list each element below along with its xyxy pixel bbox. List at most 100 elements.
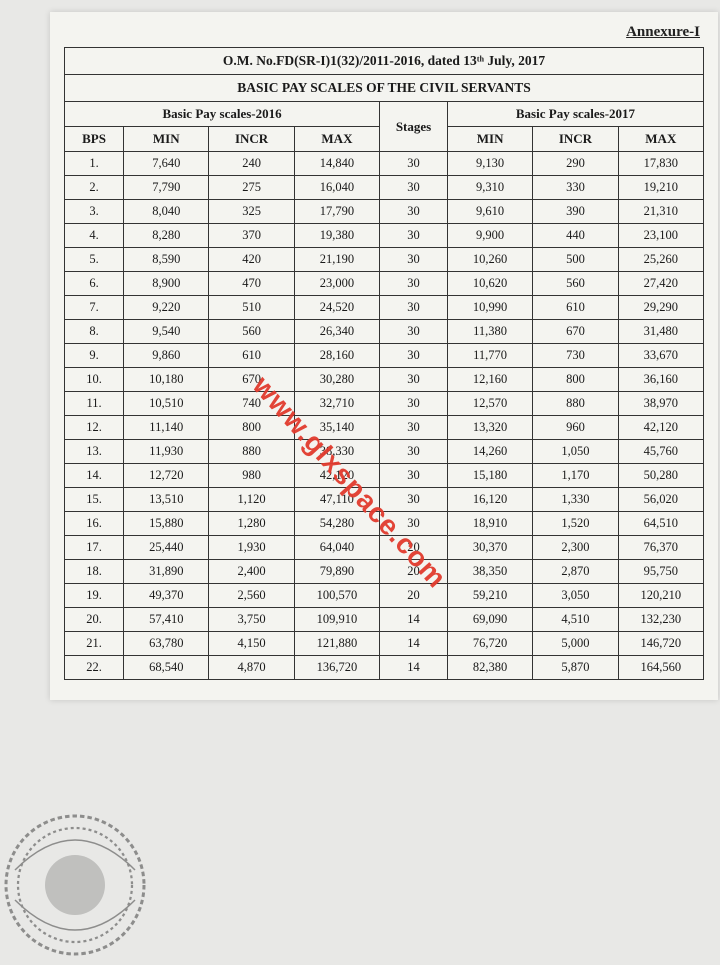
group-2016: Basic Pay scales-2016 xyxy=(65,102,380,127)
cell-max17: 56,020 xyxy=(618,488,703,512)
table-row: 13.11,93088038,3303014,2601,05045,760 xyxy=(65,440,704,464)
cell-min16: 7,790 xyxy=(124,176,209,200)
cell-incr16: 1,930 xyxy=(209,536,294,560)
cell-bps: 9. xyxy=(65,344,124,368)
cell-stg: 30 xyxy=(380,200,448,224)
header-line-1: O.M. No.FD(SR-I)1(32)/2011-2016, dated 1… xyxy=(65,48,704,75)
table-row: 12.11,14080035,1403013,32096042,120 xyxy=(65,416,704,440)
cell-max17: 17,830 xyxy=(618,152,703,176)
cell-max17: 27,420 xyxy=(618,272,703,296)
cell-max16: 38,330 xyxy=(294,440,379,464)
cell-incr16: 1,280 xyxy=(209,512,294,536)
cell-max17: 132,230 xyxy=(618,608,703,632)
cell-incr17: 800 xyxy=(533,368,618,392)
cell-bps: 20. xyxy=(65,608,124,632)
pay-scales-table: O.M. No.FD(SR-I)1(32)/2011-2016, dated 1… xyxy=(64,47,704,680)
cell-incr17: 5,000 xyxy=(533,632,618,656)
cell-max17: 120,210 xyxy=(618,584,703,608)
cell-incr17: 560 xyxy=(533,272,618,296)
cell-min16: 8,900 xyxy=(124,272,209,296)
table-row: 8.9,54056026,3403011,38067031,480 xyxy=(65,320,704,344)
cell-min17: 9,130 xyxy=(447,152,532,176)
cell-max16: 35,140 xyxy=(294,416,379,440)
cell-min16: 13,510 xyxy=(124,488,209,512)
cell-max16: 109,910 xyxy=(294,608,379,632)
cell-min16: 12,720 xyxy=(124,464,209,488)
cell-max16: 17,790 xyxy=(294,200,379,224)
group-2017: Basic Pay scales-2017 xyxy=(447,102,703,127)
cell-min16: 9,860 xyxy=(124,344,209,368)
cell-incr16: 470 xyxy=(209,272,294,296)
cell-incr16: 800 xyxy=(209,416,294,440)
cell-max16: 42,120 xyxy=(294,464,379,488)
cell-incr17: 1,330 xyxy=(533,488,618,512)
cell-stg: 30 xyxy=(380,272,448,296)
cell-incr17: 1,050 xyxy=(533,440,618,464)
cell-bps: 4. xyxy=(65,224,124,248)
cell-max16: 54,280 xyxy=(294,512,379,536)
cell-incr17: 880 xyxy=(533,392,618,416)
cell-incr16: 880 xyxy=(209,440,294,464)
cell-bps: 2. xyxy=(65,176,124,200)
table-row: 7.9,22051024,5203010,99061029,290 xyxy=(65,296,704,320)
cell-stg: 30 xyxy=(380,368,448,392)
cell-min17: 10,990 xyxy=(447,296,532,320)
table-row: 21.63,7804,150121,8801476,7205,000146,72… xyxy=(65,632,704,656)
table-row: 1.7,64024014,840309,13029017,830 xyxy=(65,152,704,176)
cell-incr16: 740 xyxy=(209,392,294,416)
cell-min17: 69,090 xyxy=(447,608,532,632)
cell-incr17: 390 xyxy=(533,200,618,224)
cell-bps: 15. xyxy=(65,488,124,512)
cell-min16: 11,930 xyxy=(124,440,209,464)
cell-max17: 25,260 xyxy=(618,248,703,272)
cell-max16: 121,880 xyxy=(294,632,379,656)
cell-max17: 38,970 xyxy=(618,392,703,416)
table-row: 9.9,86061028,1603011,77073033,670 xyxy=(65,344,704,368)
cell-incr17: 5,870 xyxy=(533,656,618,680)
cell-max17: 164,560 xyxy=(618,656,703,680)
cell-min17: 15,180 xyxy=(447,464,532,488)
col-min-2016: MIN xyxy=(124,127,209,152)
cell-min16: 25,440 xyxy=(124,536,209,560)
cell-incr16: 4,150 xyxy=(209,632,294,656)
cell-stg: 30 xyxy=(380,224,448,248)
cell-incr17: 330 xyxy=(533,176,618,200)
table-row: 15.13,5101,12047,1103016,1201,33056,020 xyxy=(65,488,704,512)
cell-min16: 9,540 xyxy=(124,320,209,344)
table-row: 4.8,28037019,380309,90044023,100 xyxy=(65,224,704,248)
cell-max17: 45,760 xyxy=(618,440,703,464)
cell-incr17: 3,050 xyxy=(533,584,618,608)
table-row: 11.10,51074032,7103012,57088038,970 xyxy=(65,392,704,416)
cell-incr16: 980 xyxy=(209,464,294,488)
cell-incr16: 275 xyxy=(209,176,294,200)
col-incr-2017: INCR xyxy=(533,127,618,152)
table-row: 5.8,59042021,1903010,26050025,260 xyxy=(65,248,704,272)
cell-bps: 17. xyxy=(65,536,124,560)
col-incr-2016: INCR xyxy=(209,127,294,152)
cell-max17: 42,120 xyxy=(618,416,703,440)
cell-min17: 9,610 xyxy=(447,200,532,224)
cell-max17: 64,510 xyxy=(618,512,703,536)
cell-incr17: 4,510 xyxy=(533,608,618,632)
cell-incr16: 370 xyxy=(209,224,294,248)
cell-max16: 30,280 xyxy=(294,368,379,392)
cell-max16: 23,000 xyxy=(294,272,379,296)
cell-min17: 12,570 xyxy=(447,392,532,416)
cell-stg: 30 xyxy=(380,440,448,464)
cell-max16: 64,040 xyxy=(294,536,379,560)
cell-min17: 30,370 xyxy=(447,536,532,560)
cell-bps: 22. xyxy=(65,656,124,680)
cell-min16: 10,180 xyxy=(124,368,209,392)
cell-incr17: 960 xyxy=(533,416,618,440)
cell-min16: 68,540 xyxy=(124,656,209,680)
cell-incr16: 670 xyxy=(209,368,294,392)
cell-min17: 82,380 xyxy=(447,656,532,680)
cell-incr17: 440 xyxy=(533,224,618,248)
cell-min16: 49,370 xyxy=(124,584,209,608)
cell-bps: 11. xyxy=(65,392,124,416)
cell-min17: 59,210 xyxy=(447,584,532,608)
cell-incr16: 325 xyxy=(209,200,294,224)
table-row: 14.12,72098042,1203015,1801,17050,280 xyxy=(65,464,704,488)
cell-max16: 21,190 xyxy=(294,248,379,272)
cell-min17: 16,120 xyxy=(447,488,532,512)
